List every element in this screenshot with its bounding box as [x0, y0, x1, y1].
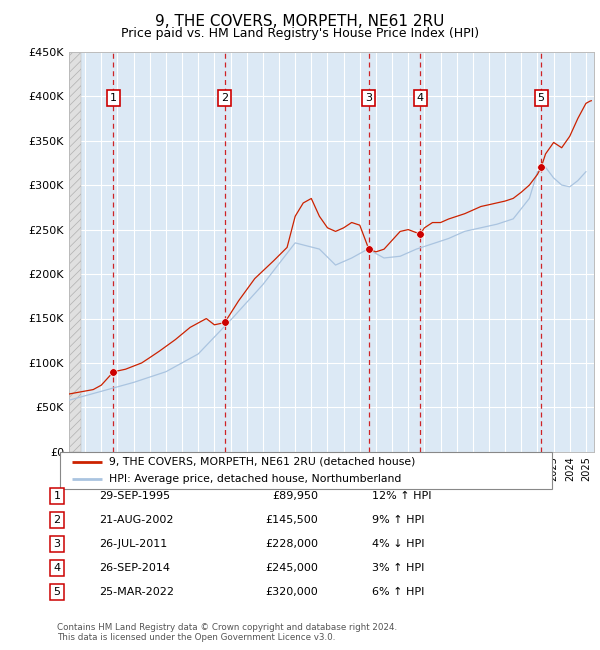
Text: 5: 5: [538, 93, 545, 103]
Text: 3: 3: [53, 539, 61, 549]
Text: 9% ↑ HPI: 9% ↑ HPI: [372, 515, 425, 525]
Text: Price paid vs. HM Land Registry's House Price Index (HPI): Price paid vs. HM Land Registry's House …: [121, 27, 479, 40]
Text: 29-SEP-1995: 29-SEP-1995: [99, 491, 170, 501]
Text: 1: 1: [110, 93, 117, 103]
Text: £228,000: £228,000: [265, 539, 318, 549]
Text: 26-JUL-2011: 26-JUL-2011: [99, 539, 167, 549]
Bar: [69, 52, 81, 452]
Text: 4: 4: [53, 563, 61, 573]
Text: 4: 4: [416, 93, 424, 103]
Text: 4% ↓ HPI: 4% ↓ HPI: [372, 539, 425, 549]
Text: 2: 2: [221, 93, 228, 103]
Text: 5: 5: [53, 587, 61, 597]
Text: 26-SEP-2014: 26-SEP-2014: [99, 563, 170, 573]
Text: 3: 3: [365, 93, 373, 103]
Text: 21-AUG-2002: 21-AUG-2002: [99, 515, 173, 525]
Text: 25-MAR-2022: 25-MAR-2022: [99, 587, 174, 597]
Text: 1: 1: [53, 491, 61, 501]
Text: HPI: Average price, detached house, Northumberland: HPI: Average price, detached house, Nort…: [109, 474, 401, 484]
Text: 12% ↑ HPI: 12% ↑ HPI: [372, 491, 431, 501]
Text: £320,000: £320,000: [265, 587, 318, 597]
Text: 2: 2: [53, 515, 61, 525]
Text: £245,000: £245,000: [265, 563, 318, 573]
Text: £89,950: £89,950: [272, 491, 318, 501]
Text: 9, THE COVERS, MORPETH, NE61 2RU: 9, THE COVERS, MORPETH, NE61 2RU: [155, 14, 445, 29]
Text: Contains HM Land Registry data © Crown copyright and database right 2024.
This d: Contains HM Land Registry data © Crown c…: [57, 623, 397, 642]
Text: 3% ↑ HPI: 3% ↑ HPI: [372, 563, 424, 573]
Text: £145,500: £145,500: [265, 515, 318, 525]
Text: 9, THE COVERS, MORPETH, NE61 2RU (detached house): 9, THE COVERS, MORPETH, NE61 2RU (detach…: [109, 457, 416, 467]
Text: 6% ↑ HPI: 6% ↑ HPI: [372, 587, 424, 597]
FancyBboxPatch shape: [60, 452, 552, 489]
